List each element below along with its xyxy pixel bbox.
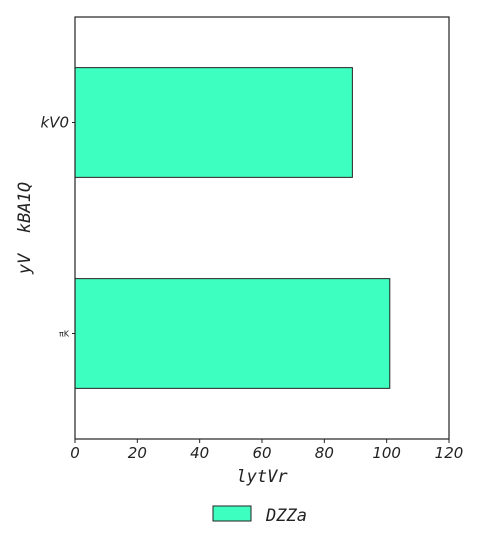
legend: DZZa	[212, 505, 307, 526]
bars-layer	[74, 67, 391, 389]
bar-1	[74, 278, 391, 389]
x-tick-label-5: 100	[372, 444, 401, 462]
y-axis-title: yV kBA1Q	[15, 182, 35, 275]
x-axis-title: lytVr	[236, 467, 288, 487]
y-axis-categories: kV0 πK	[41, 114, 75, 339]
bar-0	[74, 67, 353, 178]
legend-swatch	[212, 505, 252, 522]
x-tick-label-1: 20	[128, 444, 147, 462]
x-tick-label-4: 80	[315, 444, 334, 462]
legend-label: DZZa	[265, 506, 307, 526]
x-tick-label-6: 120	[435, 444, 464, 462]
category-label-1: πK	[59, 330, 70, 339]
category-label-0: kV0	[41, 114, 70, 132]
x-axis-ticks: 0 20 40 60 80 100 120	[70, 439, 463, 462]
x-tick-label-2: 40	[190, 444, 209, 462]
x-tick-label-0: 0	[70, 444, 80, 462]
x-tick-label-3: 60	[252, 444, 271, 462]
